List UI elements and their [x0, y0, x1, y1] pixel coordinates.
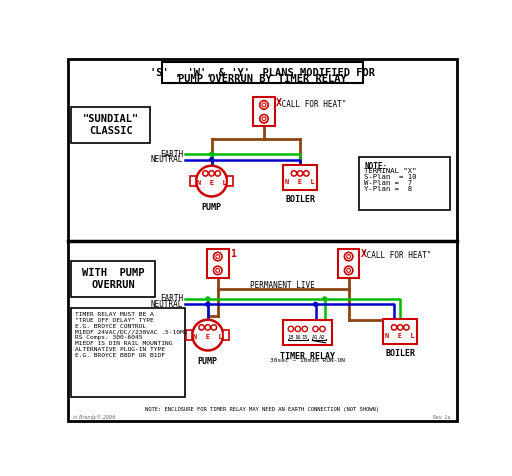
Circle shape [203, 171, 208, 176]
FancyBboxPatch shape [359, 157, 450, 209]
Text: W-Plan =  7: W-Plan = 7 [364, 180, 412, 186]
Text: N  E  L: N E L [193, 335, 223, 340]
Text: 30sec ~ 10min RUN-ON: 30sec ~ 10min RUN-ON [270, 358, 345, 363]
Text: BOILER: BOILER [285, 195, 315, 204]
FancyBboxPatch shape [68, 60, 457, 421]
Text: BOILER: BOILER [385, 349, 415, 358]
Circle shape [304, 171, 309, 176]
FancyBboxPatch shape [186, 330, 193, 340]
Circle shape [215, 171, 221, 176]
Text: WITH  PUMP
OVERRUN: WITH PUMP OVERRUN [82, 268, 144, 290]
Text: EARTH: EARTH [160, 149, 183, 159]
Text: TIMER RELAY MUST BE A
"TRUE OFF DELAY" TYPE
E.G. BROYCE CONTROL
M1EDF 24VAC/DC//: TIMER RELAY MUST BE A "TRUE OFF DELAY" T… [75, 312, 187, 357]
Circle shape [199, 325, 204, 330]
Circle shape [347, 268, 351, 272]
Circle shape [347, 255, 351, 258]
Text: Rev 1a: Rev 1a [433, 415, 450, 420]
Text: NEUTRAL: NEUTRAL [151, 300, 183, 309]
Text: A1: A1 [312, 335, 319, 340]
Circle shape [397, 325, 403, 330]
Text: PERMANENT LIVE: PERMANENT LIVE [250, 280, 315, 289]
Text: NOTE:: NOTE: [364, 162, 387, 171]
Text: "CALL FOR HEAT": "CALL FOR HEAT" [362, 251, 431, 260]
Circle shape [260, 115, 268, 123]
Text: in Brandy© 2006: in Brandy© 2006 [73, 415, 115, 420]
Text: PUMP OVERRUN BY TIMER RELAY: PUMP OVERRUN BY TIMER RELAY [178, 74, 347, 84]
FancyBboxPatch shape [72, 261, 155, 297]
Text: 1: 1 [230, 249, 236, 259]
Text: PUMP: PUMP [202, 203, 222, 212]
Circle shape [262, 117, 266, 120]
Circle shape [260, 100, 268, 109]
Text: 15: 15 [302, 335, 308, 340]
FancyBboxPatch shape [223, 330, 229, 340]
FancyBboxPatch shape [283, 320, 332, 345]
Circle shape [262, 103, 266, 107]
Text: X: X [276, 98, 282, 108]
FancyBboxPatch shape [383, 319, 417, 344]
Circle shape [216, 268, 220, 272]
Circle shape [320, 326, 325, 332]
FancyBboxPatch shape [253, 97, 275, 127]
Circle shape [206, 297, 209, 301]
Circle shape [345, 266, 353, 275]
Text: Y-Plan =  8: Y-Plan = 8 [364, 187, 412, 192]
Text: 18: 18 [288, 335, 294, 340]
FancyBboxPatch shape [72, 308, 185, 397]
Text: N  E  L: N E L [386, 333, 415, 339]
Text: PUMP: PUMP [198, 357, 218, 366]
Circle shape [209, 171, 215, 176]
Text: A2: A2 [319, 335, 326, 340]
Circle shape [193, 320, 223, 350]
Text: X: X [361, 249, 367, 259]
Circle shape [314, 302, 317, 306]
FancyBboxPatch shape [207, 249, 228, 278]
Circle shape [211, 325, 217, 330]
Circle shape [214, 252, 222, 261]
Text: N  E  L: N E L [197, 180, 226, 187]
Text: 'S' , 'W', & 'Y'  PLANS MODIFIED FOR: 'S' , 'W', & 'Y' PLANS MODIFIED FOR [150, 68, 375, 78]
FancyBboxPatch shape [227, 176, 233, 187]
Circle shape [323, 297, 327, 301]
Circle shape [288, 326, 293, 332]
FancyBboxPatch shape [161, 62, 364, 83]
Circle shape [302, 326, 307, 332]
Circle shape [291, 171, 296, 176]
FancyBboxPatch shape [190, 176, 196, 187]
Text: NEUTRAL: NEUTRAL [151, 155, 183, 164]
FancyBboxPatch shape [338, 249, 359, 278]
Circle shape [391, 325, 397, 330]
Circle shape [403, 325, 409, 330]
Text: "SUNDIAL"
CLASSIC: "SUNDIAL" CLASSIC [82, 114, 139, 136]
Text: 16: 16 [294, 335, 301, 340]
Text: N  E  L: N E L [285, 179, 315, 185]
Circle shape [209, 158, 214, 161]
Circle shape [313, 326, 318, 332]
FancyBboxPatch shape [72, 107, 150, 143]
Text: TIMER RELAY: TIMER RELAY [281, 352, 335, 361]
Text: TERMINAL "X": TERMINAL "X" [364, 168, 417, 174]
Circle shape [216, 255, 220, 258]
Circle shape [295, 326, 301, 332]
Circle shape [345, 252, 353, 261]
Circle shape [209, 152, 214, 156]
Text: EARTH: EARTH [160, 294, 183, 303]
Circle shape [297, 171, 303, 176]
Text: "CALL FOR HEAT": "CALL FOR HEAT" [277, 99, 347, 109]
Circle shape [214, 266, 222, 275]
Text: NOTE: ENCLOSURE FOR TIMER RELAY MAY NEED AN EARTH CONNECTION (NOT SHOWN): NOTE: ENCLOSURE FOR TIMER RELAY MAY NEED… [145, 407, 379, 412]
Circle shape [196, 166, 227, 197]
Text: S-Plan  = 10: S-Plan = 10 [364, 174, 417, 180]
FancyBboxPatch shape [283, 165, 317, 189]
Circle shape [206, 302, 209, 306]
Circle shape [205, 325, 210, 330]
